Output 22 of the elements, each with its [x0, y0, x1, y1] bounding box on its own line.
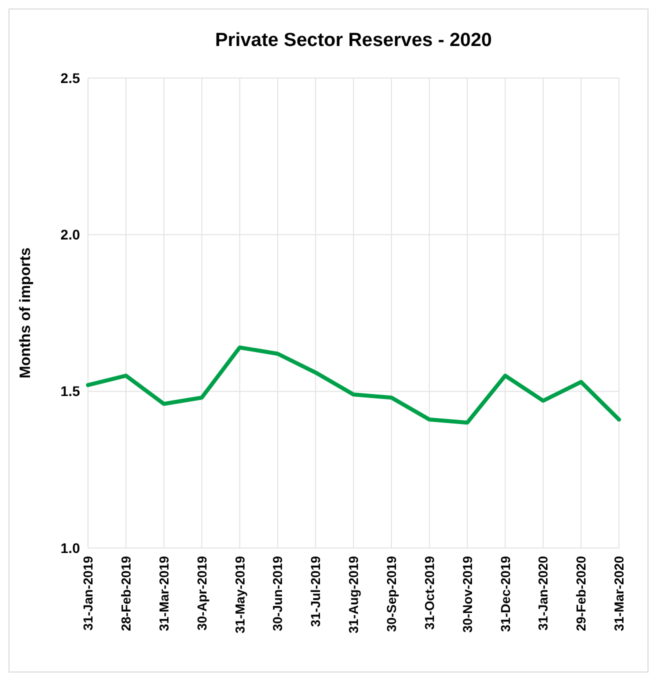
- x-tick-label: 28-Feb-2019: [118, 556, 134, 632]
- y-tick-label: 1.5: [60, 383, 80, 400]
- y-tick-label: 2.0: [60, 226, 80, 243]
- x-tick-label: 31-Jul-2019: [308, 556, 324, 627]
- x-tick-label: 31-Jan-2020: [536, 556, 551, 630]
- y-axis-title: Months of imports: [17, 248, 34, 378]
- x-tick-label: 31-Mar-2020: [612, 556, 627, 632]
- x-tick-label: 31-May-2019: [232, 556, 248, 634]
- line-series: [86, 345, 621, 425]
- chart-title: Private Sector Reserves - 2020: [215, 30, 492, 51]
- x-tick-label: 30-Apr-2019: [194, 556, 210, 630]
- y-tick-label: 1.0: [60, 540, 80, 556]
- x-tick-label: 30-Jun-2019: [270, 556, 286, 632]
- x-tick-label: 29-Feb-2020: [574, 556, 589, 632]
- x-tick-label: 31-Dec-2019: [498, 556, 513, 632]
- x-tick-label: 31-Aug-2019: [346, 556, 362, 634]
- x-tick-label: 30-Sep-2019: [384, 556, 399, 632]
- x-tick-label: 31-Jan-2019: [80, 556, 96, 630]
- x-tick-label: 31-Mar-2019: [156, 556, 172, 632]
- x-tick-label: 30-Nov-2019: [460, 556, 475, 633]
- x-tick-label: 31-Oct-2019: [422, 556, 437, 630]
- y-tick-label: 2.5: [60, 70, 80, 86]
